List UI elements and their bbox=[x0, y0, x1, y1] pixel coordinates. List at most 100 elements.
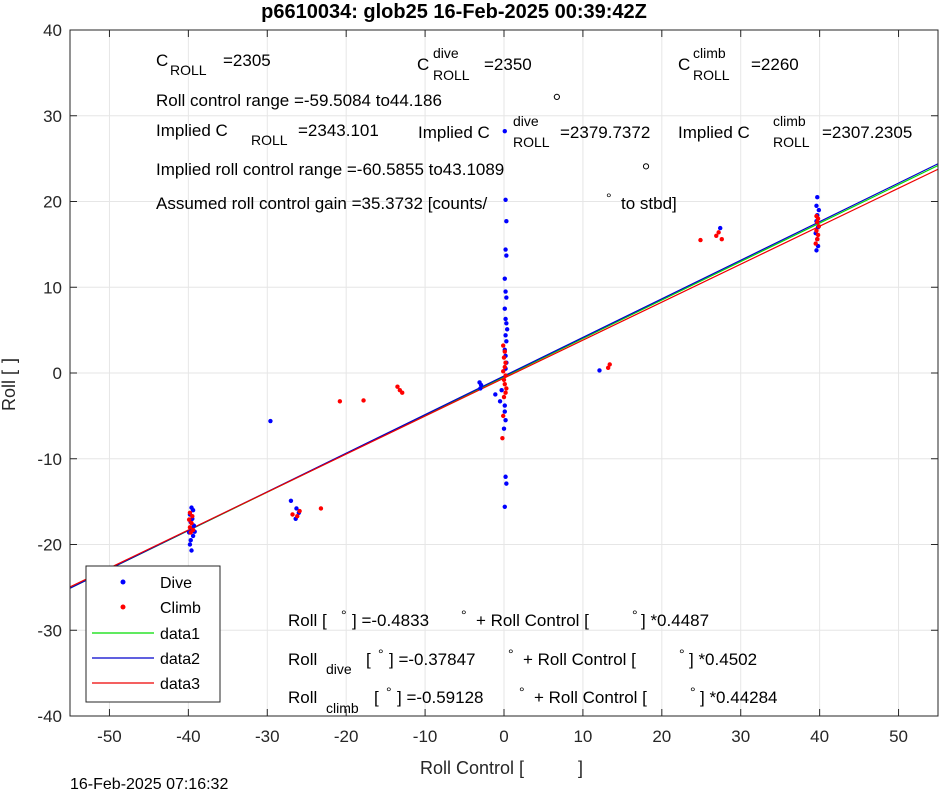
c-roll-climb-sup: climb bbox=[693, 45, 726, 61]
dive-point bbox=[493, 392, 498, 397]
dive-point bbox=[294, 506, 299, 511]
dive-point bbox=[814, 203, 819, 208]
fit-dive-e: ] *0.4502 bbox=[689, 650, 757, 669]
x-tick-label: -20 bbox=[334, 727, 359, 746]
c-roll-dive-sup: dive bbox=[433, 45, 459, 61]
dive-point bbox=[504, 327, 510, 332]
climb-point bbox=[502, 364, 507, 370]
climb-point bbox=[501, 394, 507, 400]
c-roll-value: =2305 bbox=[223, 51, 271, 70]
fit-climb-d: + Roll Control [ bbox=[534, 688, 647, 707]
dive-point bbox=[503, 247, 508, 252]
chart-title: p6610034: glob25 16-Feb-2025 00:39:42Z bbox=[261, 1, 647, 23]
fit-dive-d: + Roll Control [ bbox=[523, 650, 636, 669]
fit-climb-sub: climb bbox=[326, 700, 359, 716]
x-tick-label: 50 bbox=[889, 727, 908, 746]
climb-point bbox=[815, 237, 820, 242]
climb-point bbox=[503, 373, 508, 378]
climb-point bbox=[187, 525, 193, 530]
y-tick-label: -40 bbox=[37, 707, 62, 726]
dive-point bbox=[504, 295, 509, 300]
roll-control-range: Roll control range =-59.5084 to44.186 bbox=[156, 91, 442, 110]
implied-roll-control-range: Implied roll control range =-60.5855 to4… bbox=[156, 160, 504, 179]
degree-symbol: ° bbox=[690, 684, 696, 700]
y-tick-label: 0 bbox=[53, 364, 62, 383]
climb-point bbox=[714, 233, 719, 238]
climb-point bbox=[503, 390, 508, 395]
x-tick-label: -40 bbox=[176, 727, 201, 746]
legend-data2-label: data2 bbox=[160, 651, 200, 668]
dive-point bbox=[499, 387, 504, 393]
climb-point bbox=[813, 241, 818, 246]
gain-annotation: Assumed roll control gain =35.3732 [coun… bbox=[156, 190, 677, 213]
fit-climb-a: Roll bbox=[288, 688, 317, 707]
climb-point bbox=[290, 512, 295, 517]
x-tick-label: 20 bbox=[652, 727, 671, 746]
dive-point bbox=[503, 289, 508, 294]
dive-point bbox=[504, 481, 509, 486]
y-axis-label: Roll [ ] bbox=[0, 358, 19, 411]
dive-point bbox=[268, 418, 273, 424]
climb-point bbox=[400, 390, 405, 395]
c-roll-base: C bbox=[156, 51, 168, 70]
dive-point bbox=[189, 548, 194, 553]
c-roll-dive-value: =2350 bbox=[484, 55, 532, 74]
climb-point bbox=[502, 349, 507, 354]
x-axis-label-suffix: ] bbox=[578, 758, 583, 778]
c-roll-dive-annotation: C dive ROLL =2350 bbox=[417, 45, 532, 83]
implied-c-climb-value: =2307.2305 bbox=[822, 123, 912, 142]
dive-point bbox=[503, 474, 508, 479]
implied-c-dive-annotation: Implied C dive ROLL =2379.7372 bbox=[418, 113, 650, 150]
degree-symbol: ° bbox=[508, 646, 514, 662]
climb-point bbox=[186, 517, 192, 522]
dive-point bbox=[478, 386, 483, 391]
dive-point bbox=[504, 219, 509, 224]
fit-dive-sub: dive bbox=[326, 661, 352, 677]
c-roll-sub: ROLL bbox=[170, 62, 207, 78]
fit-equation-climb: Roll climb [ ° ] =-0.59128 ° + Roll Cont… bbox=[288, 684, 778, 716]
c-roll-dive-base: C bbox=[417, 55, 429, 74]
implied-c-climb-annotation: Implied C climb ROLL =2307.2305 bbox=[678, 113, 912, 150]
degree-symbol: ° bbox=[341, 607, 347, 623]
gain-suffix: to stbd] bbox=[621, 194, 677, 213]
implied-c-climb-sub: ROLL bbox=[773, 134, 810, 150]
implied-c-sub: ROLL bbox=[251, 132, 288, 148]
y-tick-label: -20 bbox=[37, 536, 62, 555]
dive-point bbox=[504, 339, 509, 344]
legend-data1-label: data1 bbox=[160, 626, 200, 643]
implied-c-dive-value: =2379.7372 bbox=[560, 123, 650, 142]
climb-point bbox=[503, 360, 508, 365]
y-tick-label: 40 bbox=[43, 21, 62, 40]
open-marker bbox=[642, 163, 650, 170]
climb-point bbox=[361, 398, 366, 403]
legend-data3-label: data3 bbox=[160, 676, 200, 693]
degree-symbol: ° bbox=[519, 684, 525, 700]
climb-point bbox=[605, 365, 611, 371]
implied-c-dive-sup: dive bbox=[513, 113, 539, 129]
fit-equation-all: Roll [ ° ] =-0.4833 ° + Roll Control [ °… bbox=[288, 607, 709, 630]
fit-climb-c: ] =-0.59128 bbox=[397, 688, 484, 707]
climb-point bbox=[395, 384, 400, 389]
climb-point bbox=[501, 377, 507, 383]
climb-point bbox=[814, 213, 819, 219]
climb-point bbox=[814, 228, 819, 233]
dive-point bbox=[502, 403, 507, 408]
dive-point bbox=[502, 504, 507, 509]
climb-point bbox=[188, 530, 193, 535]
dive-point bbox=[288, 498, 294, 503]
fit-climb-e: ] *0.44284 bbox=[700, 688, 778, 707]
y-tick-label: -10 bbox=[37, 450, 62, 469]
climb-point bbox=[318, 506, 324, 511]
dive-point bbox=[503, 316, 508, 322]
dive-point bbox=[816, 207, 822, 213]
fit-all-a: Roll [ bbox=[288, 611, 327, 630]
x-axis-label: Roll Control [ ] bbox=[420, 758, 583, 778]
open-marker bbox=[553, 93, 560, 100]
climb-point bbox=[501, 413, 506, 419]
dive-point bbox=[504, 321, 509, 326]
dive-point bbox=[814, 248, 819, 253]
x-tick-label: -30 bbox=[255, 727, 280, 746]
implied-c-climb-prefix: Implied C bbox=[678, 123, 750, 142]
timestamp: 16-Feb-2025 07:16:32 bbox=[70, 776, 228, 792]
climb-point bbox=[189, 520, 194, 526]
